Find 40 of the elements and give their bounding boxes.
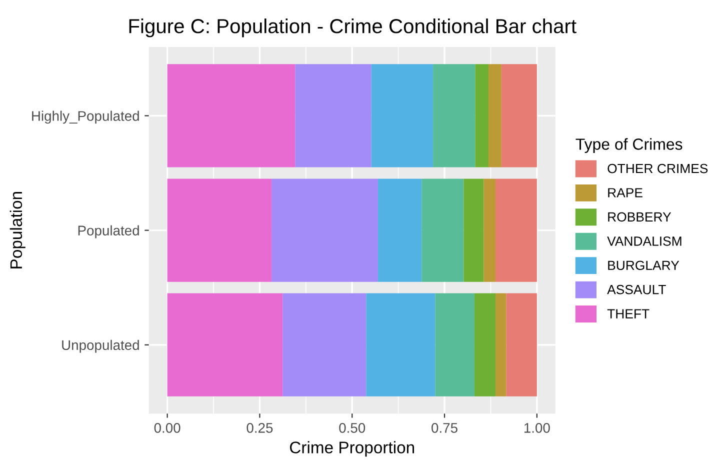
x-tick-label: 1.00 xyxy=(524,422,550,433)
bar xyxy=(484,178,496,282)
x-tick-label: 0.25 xyxy=(246,422,273,433)
bar xyxy=(295,64,372,168)
legend-label: RAPE xyxy=(608,188,642,198)
y-tick-label: Unpopulated xyxy=(62,340,139,353)
x-tick-label: 0.00 xyxy=(154,422,180,433)
y-tick-label: Highly_Populated xyxy=(32,110,139,124)
bar xyxy=(488,64,502,168)
bar xyxy=(496,293,506,396)
bar xyxy=(496,178,537,282)
legend-label: OTHER CRIMES xyxy=(608,164,708,174)
bar xyxy=(475,64,488,168)
bar xyxy=(167,64,296,168)
legend-title: Type of Crimes xyxy=(576,138,682,154)
y-axis-title: Population xyxy=(10,192,26,268)
y-tick-label: Populated xyxy=(78,225,139,238)
x-tick-label: 0.75 xyxy=(432,422,458,433)
bar xyxy=(371,64,434,168)
bar xyxy=(474,293,496,396)
legend-label: ASSAULT xyxy=(607,284,666,294)
bar xyxy=(272,178,378,282)
legend-label: THEFT xyxy=(607,309,650,318)
bar xyxy=(167,178,272,282)
bar xyxy=(167,293,283,396)
legend-label: ROBBERY xyxy=(608,212,672,222)
bar xyxy=(464,178,484,282)
bar xyxy=(378,178,422,282)
chart-title: Figure C: Population - Crime Conditional Bar chart xyxy=(129,18,576,38)
legend-label: BURGLARY xyxy=(608,260,680,270)
bar xyxy=(501,64,537,168)
bar xyxy=(506,293,537,396)
bar xyxy=(282,293,366,396)
x-axis-title: Crime Proportion xyxy=(290,441,414,457)
bar xyxy=(433,64,476,168)
bar xyxy=(422,178,464,282)
bar xyxy=(366,293,436,396)
legend-label: VANDALISM xyxy=(607,236,682,246)
x-tick-label: 0.50 xyxy=(339,422,366,433)
bar xyxy=(435,293,474,396)
